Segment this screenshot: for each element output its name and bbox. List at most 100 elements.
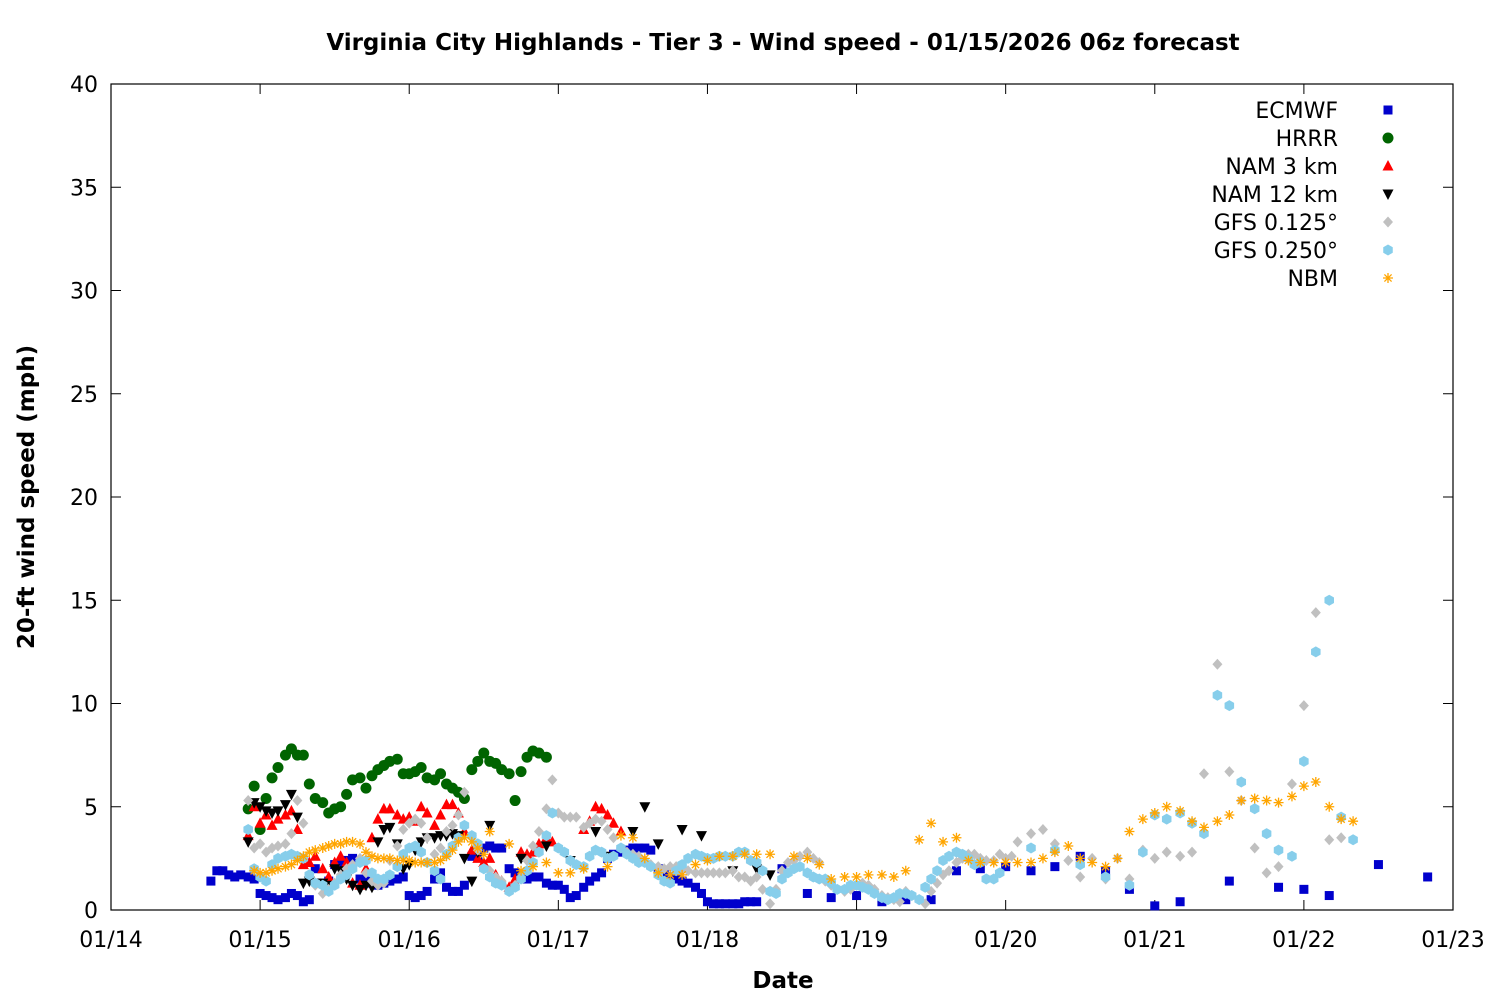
y-tick-label: 30	[70, 280, 98, 305]
data-point	[285, 789, 297, 801]
data-point	[367, 867, 377, 879]
data-point	[1026, 828, 1037, 840]
legend-label: GFS 0.250°	[1214, 239, 1338, 264]
data-point	[1026, 857, 1037, 868]
data-point	[1112, 853, 1123, 864]
data-point	[944, 865, 955, 877]
data-point	[802, 853, 813, 864]
data-point	[1373, 860, 1383, 870]
data-point	[422, 832, 433, 844]
data-point	[317, 843, 328, 854]
data-point	[1273, 797, 1284, 808]
data-point	[608, 832, 619, 844]
data-point	[683, 852, 693, 864]
data-point	[391, 753, 403, 765]
data-point	[826, 874, 837, 885]
data-point	[317, 879, 328, 891]
data-point	[1012, 836, 1023, 848]
data-point	[212, 866, 222, 876]
data-point	[1336, 814, 1347, 825]
data-point	[795, 861, 805, 873]
data-point	[739, 849, 750, 860]
data-point	[398, 855, 409, 866]
data-point	[751, 864, 763, 875]
data-point	[559, 884, 569, 894]
data-point	[435, 809, 447, 820]
data-point	[430, 874, 440, 884]
data-point	[272, 762, 284, 774]
data-point	[559, 811, 570, 823]
series-nbm	[249, 776, 1359, 885]
data-point	[608, 850, 619, 862]
data-point	[429, 865, 440, 877]
data-point	[347, 836, 358, 847]
data-point	[447, 845, 458, 856]
data-point	[291, 812, 303, 824]
data-point	[391, 809, 403, 820]
data-point	[677, 859, 687, 871]
x-axis-title: Date	[752, 968, 813, 994]
legend-marker	[1383, 273, 1393, 283]
data-point	[435, 768, 447, 780]
data-point	[734, 899, 744, 909]
data-point	[615, 830, 626, 841]
data-point	[534, 846, 544, 858]
data-point	[932, 865, 942, 877]
data-point	[528, 872, 538, 882]
data-point	[695, 831, 707, 842]
data-point	[267, 859, 277, 871]
data-point	[639, 802, 651, 813]
data-point	[1348, 834, 1358, 846]
data-point	[951, 832, 962, 843]
data-point	[988, 873, 999, 885]
data-point	[272, 813, 284, 824]
data-point	[640, 843, 650, 853]
x-tick-label: 01/21	[1123, 928, 1186, 953]
data-point	[303, 856, 315, 868]
data-point	[1273, 844, 1284, 856]
data-point	[616, 842, 626, 854]
data-point	[416, 857, 427, 868]
data-point	[727, 865, 738, 877]
data-point	[690, 859, 701, 870]
data-point	[442, 882, 451, 892]
data-point	[230, 872, 240, 882]
data-point	[771, 887, 781, 899]
data-point	[404, 891, 414, 901]
data-point	[851, 871, 862, 882]
y-tick-label: 25	[70, 383, 98, 408]
data-point	[1026, 842, 1036, 854]
data-point	[478, 849, 489, 860]
data-point	[1063, 840, 1074, 851]
data-point	[1026, 866, 1036, 876]
data-point	[478, 747, 490, 759]
data-point	[266, 772, 278, 784]
data-point	[354, 884, 366, 896]
data-point	[708, 867, 719, 879]
data-point	[1310, 776, 1321, 787]
data-point	[273, 852, 283, 864]
data-point	[1286, 778, 1297, 790]
data-point	[1075, 871, 1086, 883]
data-point	[341, 836, 352, 847]
data-point	[751, 849, 762, 860]
data-point	[304, 869, 315, 881]
data-point	[1287, 850, 1297, 862]
data-point	[341, 788, 353, 800]
data-point	[1224, 876, 1234, 886]
data-point	[740, 897, 750, 907]
data-point	[354, 772, 366, 784]
data-point	[298, 817, 309, 829]
data-point	[1037, 823, 1048, 835]
data-point	[261, 867, 272, 878]
data-point	[720, 899, 730, 909]
data-point	[266, 819, 278, 830]
data-point	[757, 883, 768, 895]
data-point	[1100, 871, 1111, 883]
data-point	[260, 792, 272, 804]
data-point	[527, 861, 538, 872]
data-point	[309, 850, 321, 861]
data-point	[355, 838, 366, 849]
legend-marker	[1383, 105, 1393, 115]
data-point	[597, 868, 607, 878]
